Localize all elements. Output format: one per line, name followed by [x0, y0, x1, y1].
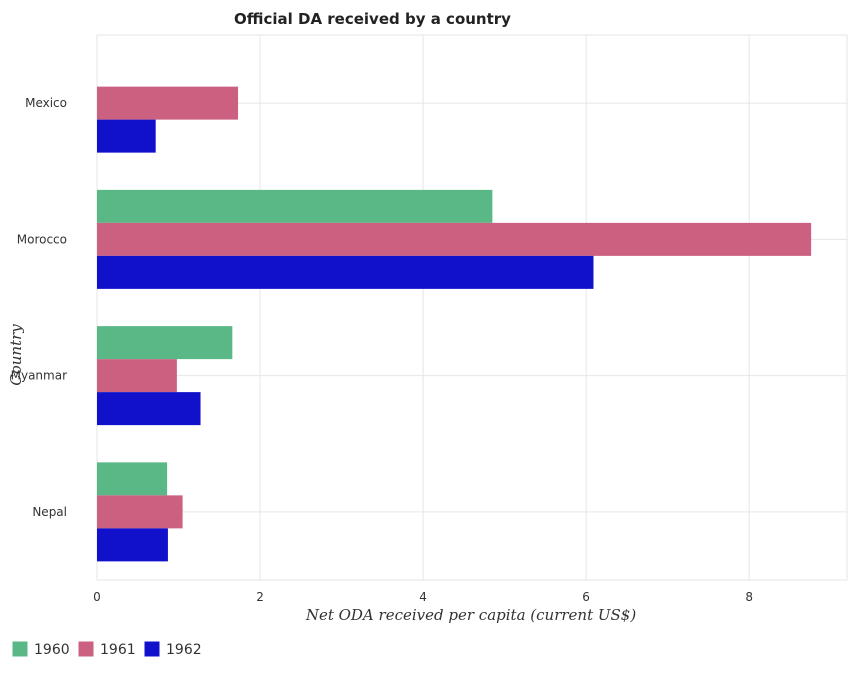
y-axis-label: Country [7, 324, 25, 386]
x-axis-label: Net ODA received per capita (current US$… [305, 606, 637, 624]
bar-1961-nepal [97, 495, 183, 529]
x-tick-label: 0 [93, 590, 101, 604]
chart-title: Official DA received by a country [234, 10, 511, 28]
legend-swatch-1960 [11, 640, 29, 658]
legend-swatch-1961 [77, 640, 95, 658]
y-tick-label: Myanmar [11, 369, 67, 383]
bar-1962-myanmar [97, 392, 201, 426]
legend-label-1960: 1960 [34, 642, 70, 658]
bar-1960-morocco [97, 189, 493, 223]
x-tick-label: 8 [745, 590, 753, 604]
bar-1962-nepal [97, 528, 168, 562]
bar-1961-myanmar [97, 359, 177, 393]
bar-1960-nepal [97, 462, 168, 496]
x-tick-labels: 0 2 4 6 8 [93, 590, 753, 604]
legend-label-1961: 1961 [100, 642, 136, 658]
y-tick-label: Mexico [25, 96, 67, 110]
y-tick-labels: Mexico Morocco Myanmar Nepal [11, 96, 67, 519]
y-tick-label: Morocco [17, 232, 67, 246]
bars-group [97, 86, 812, 562]
bar-1961-morocco [97, 222, 812, 256]
bar-1962-mexico [97, 119, 156, 153]
bar-1961-mexico [97, 86, 239, 120]
y-tick-label: Nepal [32, 505, 67, 519]
bar-1960-myanmar [97, 326, 233, 360]
x-tick-label: 2 [256, 590, 264, 604]
x-tick-label: 4 [419, 590, 427, 604]
x-tick-label: 6 [582, 590, 590, 604]
bar-1962-morocco [97, 255, 594, 289]
legend-swatch-1962 [143, 640, 161, 658]
legend-label-1962: 1962 [166, 642, 202, 658]
legend: 1960 1961 1962 [11, 640, 202, 658]
